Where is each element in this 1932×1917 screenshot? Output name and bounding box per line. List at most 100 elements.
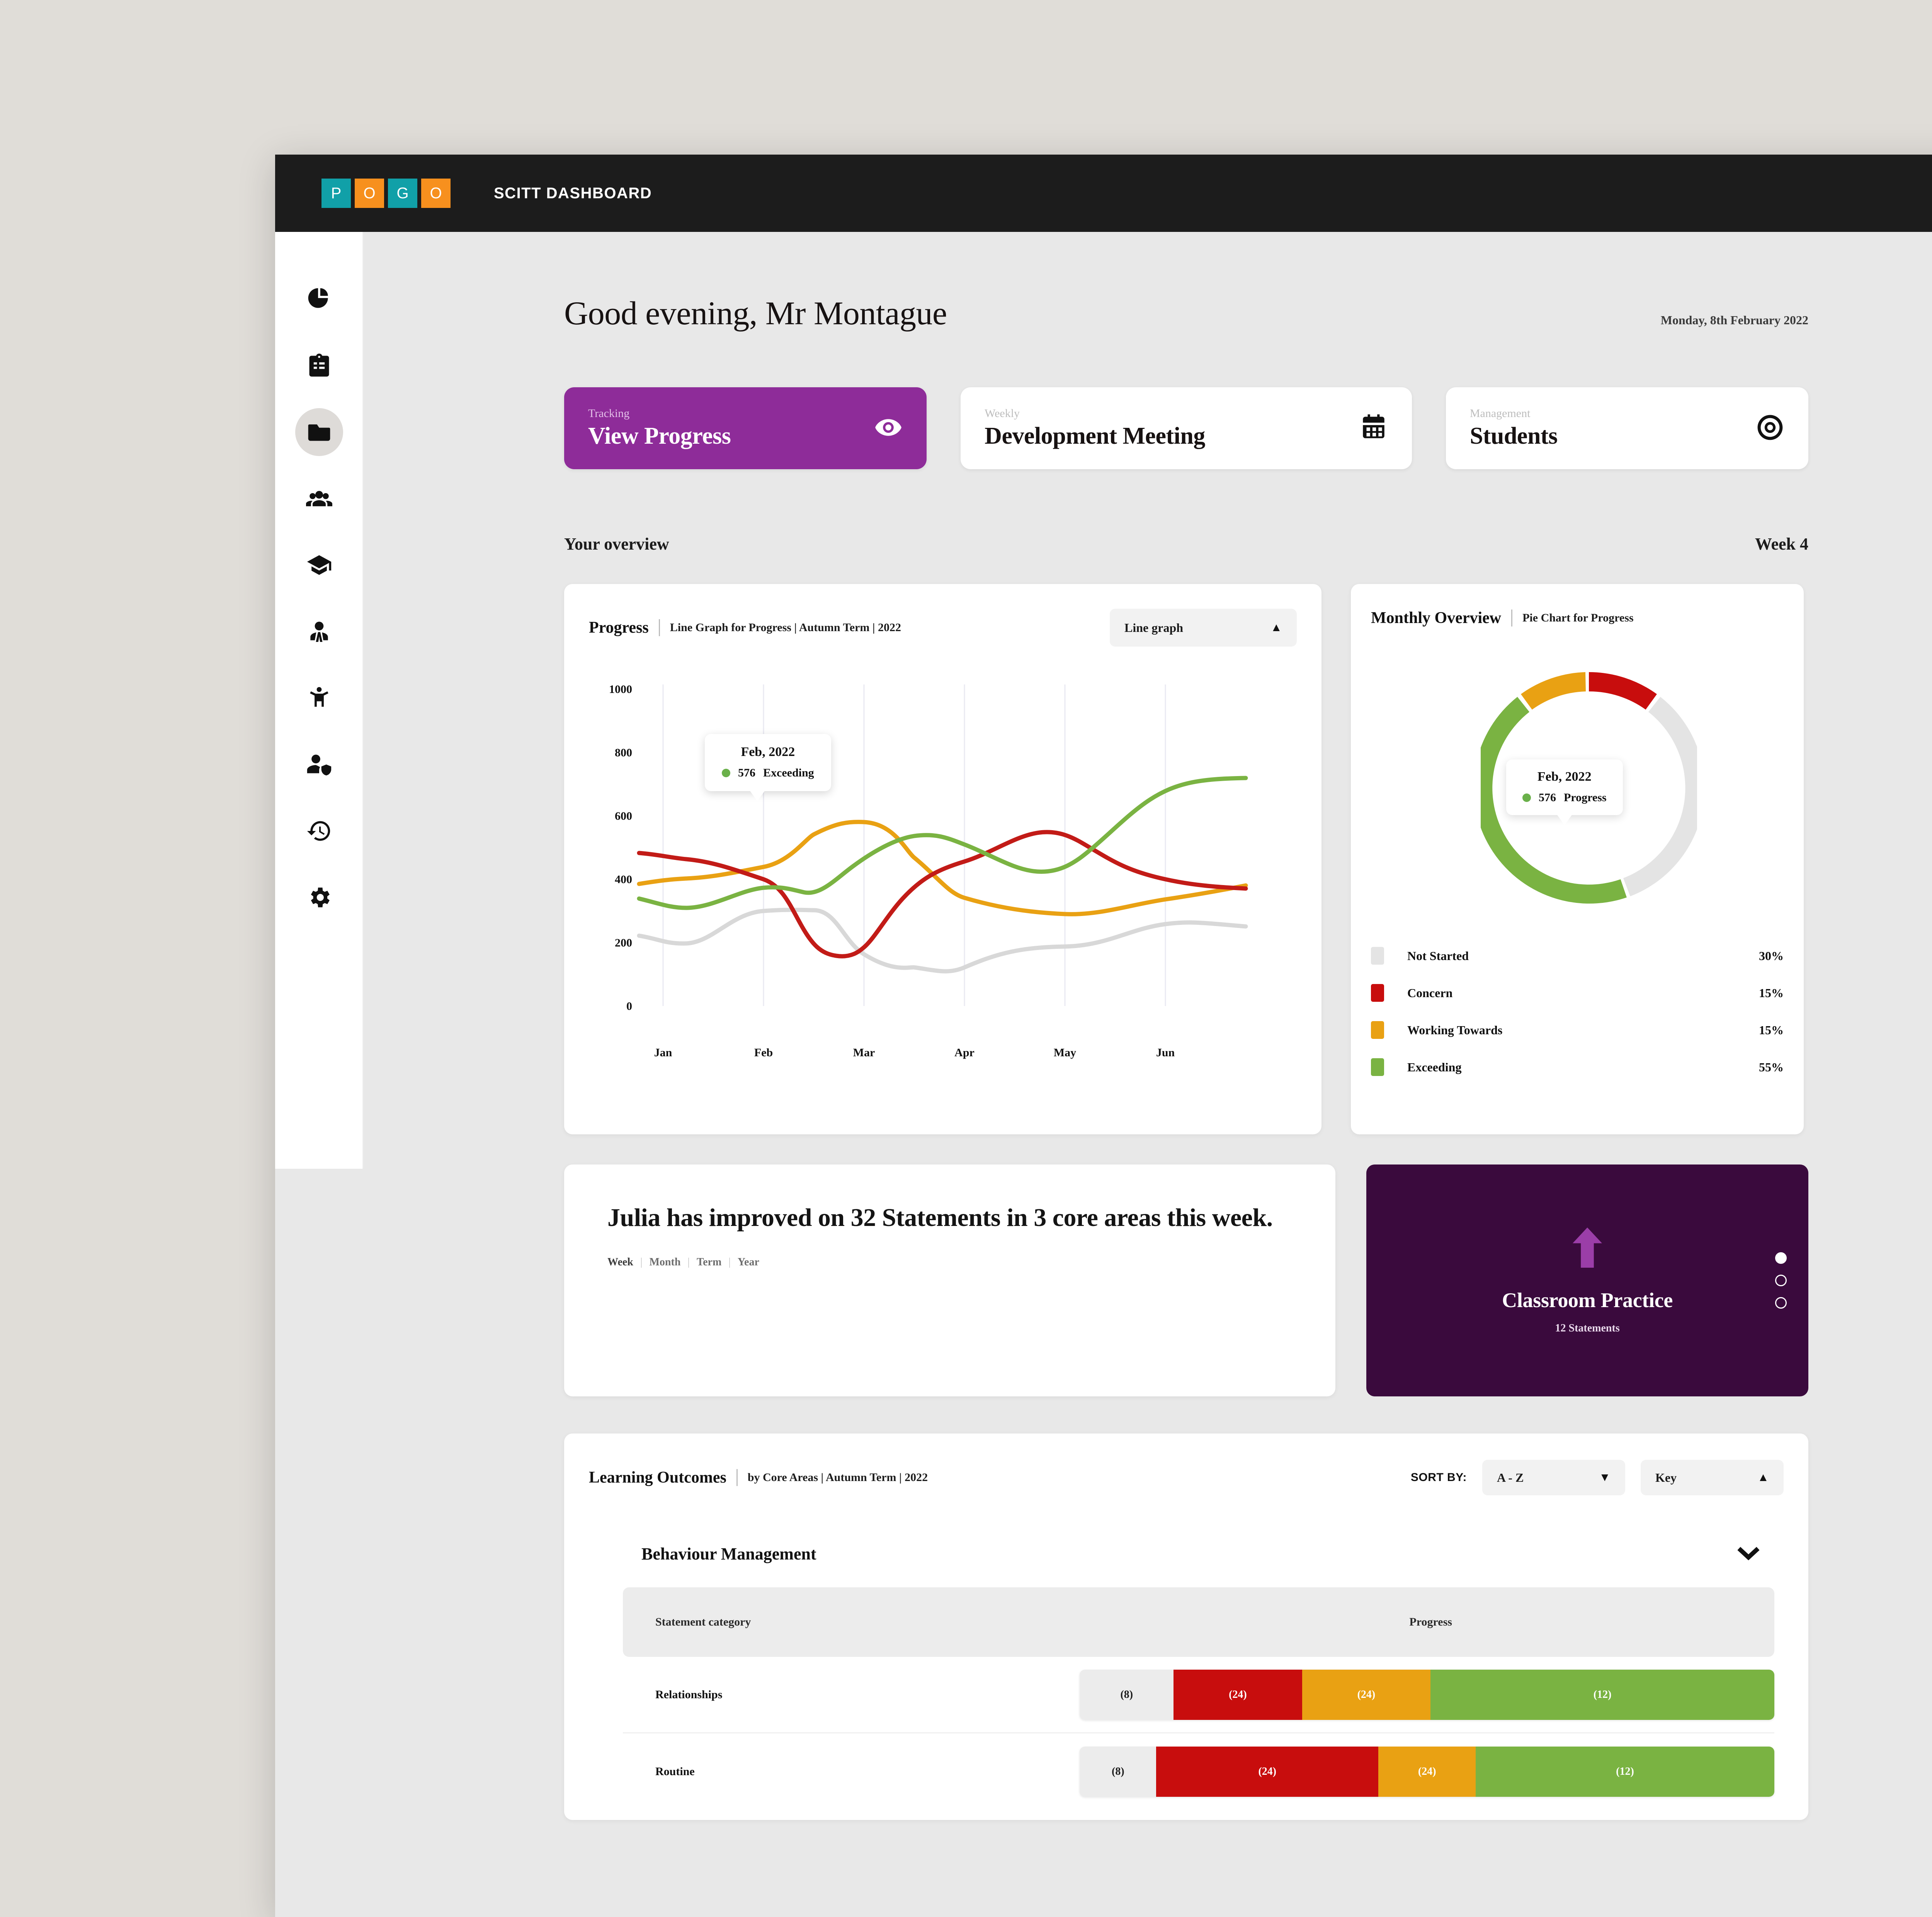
arrow-up-icon — [1573, 1227, 1602, 1268]
sidebar-item-achievements[interactable] — [275, 665, 363, 731]
chevron-up-icon: ▲ — [1757, 1471, 1769, 1484]
sort-order-select[interactable]: A - Z ▼ — [1482, 1460, 1625, 1495]
outcomes-header: Learning Outcomes by Core Areas | Autumn… — [589, 1460, 1784, 1495]
segment-not-started: (8) — [1080, 1747, 1156, 1797]
app-window: P O G O SCITT DASHBOARD evolve code — [275, 155, 1932, 1917]
view-progress-card[interactable]: Tracking View Progress — [564, 387, 927, 469]
legend-item-working-towards: Working Towards 15% — [1371, 1011, 1784, 1049]
legend-swatch-working-towards — [1371, 1021, 1384, 1039]
key-select[interactable]: Key ▲ — [1641, 1460, 1784, 1495]
legend-swatch-exceeding — [1371, 1058, 1384, 1076]
chevron-down-icon — [1737, 1546, 1760, 1560]
legend-item-exceeding: Exceeding 55% — [1371, 1049, 1784, 1086]
progress-bar-routine: (8) (24) (24) (12) — [1080, 1747, 1774, 1797]
svg-text:600: 600 — [615, 810, 632, 822]
filter-year[interactable]: Year — [737, 1256, 759, 1268]
calendar-icon-wrap — [1359, 413, 1388, 444]
logo-tile-2: O — [355, 179, 384, 208]
greeting-row: Good evening, Mr Montague Monday, 8th Fe… — [564, 294, 1808, 332]
classroom-practice-title: Classroom Practice — [1502, 1288, 1673, 1312]
students-label: Students — [1469, 422, 1558, 449]
column-header-progress: Progress — [1409, 1616, 1452, 1628]
segment-concern: (24) — [1156, 1747, 1379, 1797]
sidebar-item-tasks[interactable] — [275, 332, 363, 399]
legend-label-concern: Concern — [1407, 986, 1453, 1000]
sidebar-item-safeguarding[interactable] — [275, 731, 363, 798]
section-toggle[interactable] — [1736, 1546, 1760, 1562]
chart-type-select[interactable]: Line graph ▲ — [1110, 609, 1297, 647]
sidebar-item-trainees[interactable] — [275, 532, 363, 598]
overview-week: Week 4 — [1755, 535, 1808, 553]
classroom-practice-subtitle: 12 Statements — [1555, 1322, 1620, 1334]
calendar-icon — [1363, 414, 1384, 438]
monthly-overview-card: Monthly Overview Pie Chart for Progress — [1351, 584, 1804, 1134]
view-progress-label: View Progress — [588, 422, 731, 449]
carousel-dot-3[interactable] — [1775, 1297, 1787, 1309]
monthly-card-title: Monthly Overview — [1371, 609, 1502, 627]
classroom-practice-card[interactable]: Classroom Practice 12 Statements — [1366, 1165, 1808, 1396]
legend-item-concern: Concern 15% — [1371, 974, 1784, 1011]
svg-text:Mar: Mar — [853, 1046, 875, 1059]
legend-swatch-concern — [1371, 984, 1384, 1002]
sidebar-item-settings[interactable] — [275, 864, 363, 931]
svg-text:Jan: Jan — [654, 1046, 672, 1059]
tooltip-series-dot — [722, 769, 730, 777]
eye-icon-wrap — [874, 413, 903, 444]
person-raised-arms-icon — [310, 687, 328, 707]
main-content: Good evening, Mr Montague Monday, 8th Fe… — [363, 232, 1932, 1917]
development-meeting-card[interactable]: Weekly Development Meeting — [961, 387, 1412, 469]
svg-text:May: May — [1054, 1046, 1076, 1059]
segment-not-started: (8) — [1080, 1669, 1174, 1720]
page-title: Good evening, Mr Montague — [564, 295, 947, 332]
monthly-card-header: Monthly Overview Pie Chart for Progress — [1371, 609, 1784, 627]
separator: | — [728, 1256, 731, 1268]
table-row[interactable]: Relationships (8) (24) (24) (12) — [623, 1657, 1774, 1733]
section-behaviour-management[interactable]: Behaviour Management — [589, 1532, 1784, 1575]
sidebar-item-analytics[interactable] — [275, 266, 363, 332]
table-row[interactable]: Routine (8) (24) (24) (12) — [623, 1733, 1774, 1810]
target-icon-wrap — [1756, 413, 1784, 444]
legend-value-exceeding: 55% — [1759, 1060, 1784, 1074]
filter-week[interactable]: Week — [607, 1256, 633, 1268]
legend-item-not-started: Not Started 30% — [1371, 937, 1784, 974]
svg-text:400: 400 — [615, 873, 632, 886]
pogo-logo[interactable]: P O G O — [321, 179, 451, 208]
carousel-dot-2[interactable] — [1775, 1275, 1787, 1286]
donut-legend: Not Started 30% Concern 15% Working Towa… — [1371, 937, 1784, 1086]
donut-tooltip-label: Progress — [1564, 791, 1607, 804]
person-shield-icon — [307, 754, 332, 776]
students-card[interactable]: Management Students — [1446, 387, 1808, 469]
sidebar-item-history[interactable] — [275, 798, 363, 864]
filter-month[interactable]: Month — [649, 1256, 681, 1268]
graduation-cap-icon — [307, 555, 332, 575]
legend-value-not-started: 30% — [1759, 948, 1784, 963]
statement-period-filters: Week | Month | Term | Year — [607, 1256, 1292, 1268]
outcomes-subtitle: by Core Areas | Autumn Term | 2022 — [747, 1471, 928, 1484]
target-icon — [1757, 415, 1783, 440]
development-meeting-kicker: Weekly — [985, 407, 1020, 420]
development-meeting-label: Development Meeting — [985, 422, 1205, 449]
overview-title: Your overview — [564, 535, 669, 553]
legend-swatch-not-started — [1371, 947, 1384, 965]
sidebar-item-groups[interactable] — [275, 465, 363, 532]
tooltip-value: 576 — [738, 766, 755, 779]
overview-row: Your overview Week 4 — [564, 534, 1808, 554]
statement-summary-text: Julia has improved on 32 Statements in 3… — [607, 1204, 1273, 1232]
divider — [736, 1469, 738, 1486]
sidebar — [275, 232, 363, 1169]
divider — [658, 619, 660, 636]
donut-tooltip-value: 576 — [1539, 791, 1556, 804]
carousel-dot-1[interactable] — [1775, 1252, 1787, 1264]
progress-chart-card: Progress Line Graph for Progress | Autum… — [564, 584, 1321, 1134]
sidebar-item-documents[interactable] — [275, 399, 363, 465]
legend-label-exceeding: Exceeding — [1407, 1060, 1462, 1074]
today-date: Monday, 8th February 2022 — [1660, 313, 1808, 327]
segment-working-towards: (24) — [1378, 1747, 1476, 1797]
logo-tile-3: G — [388, 179, 417, 208]
history-clock-icon — [307, 821, 330, 841]
donut-tooltip-dot — [1522, 793, 1531, 802]
sidebar-item-mentors[interactable] — [275, 598, 363, 665]
progress-card-header: Progress Line Graph for Progress | Autum… — [589, 609, 1297, 647]
filter-term[interactable]: Term — [697, 1256, 722, 1268]
charts-row: Progress Line Graph for Progress | Autum… — [564, 584, 1808, 1134]
